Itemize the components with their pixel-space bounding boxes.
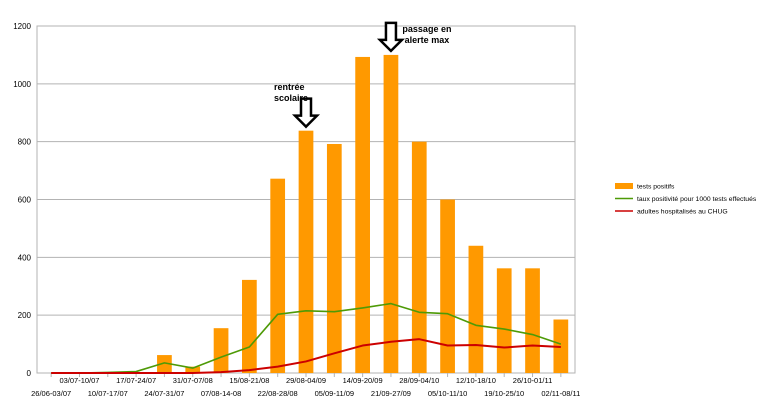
x-tick-label: 22/08-28/08 — [258, 389, 298, 398]
bar-tests-positifs — [496, 268, 512, 373]
x-tick-label: 05/09-11/09 — [315, 389, 354, 398]
bar-tests-positifs — [242, 279, 257, 373]
x-tick-label: 03/07-10/07 — [59, 376, 99, 385]
x-tick-label: 14/09-20/09 — [343, 376, 383, 385]
bar-tests-positifs — [213, 328, 229, 373]
x-tick-label: 24/07-31/07 — [144, 389, 184, 398]
legend-swatch — [615, 183, 633, 189]
x-tick-label: 17/07-24/07 — [116, 376, 156, 385]
bar-layer — [157, 54, 569, 374]
bar-tests-positifs — [411, 141, 427, 373]
bar-tests-positifs — [468, 245, 484, 373]
annotation-arrow — [291, 97, 321, 129]
y-tick-label: 200 — [18, 311, 32, 320]
x-tick-label: 26/10-01/11 — [513, 376, 552, 385]
bar-tests-positifs — [270, 178, 286, 373]
bar-tests-positifs — [157, 355, 172, 373]
x-tick-label: 05/10-11/10 — [428, 389, 467, 398]
x-tick-label: 19/10-25/10 — [484, 389, 524, 398]
x-tick-label: 02/11-08/11 — [541, 389, 580, 398]
x-tick-label: 21/09-27/09 — [371, 389, 411, 398]
bar-tests-positifs — [326, 143, 342, 373]
x-tick-label: 28/09-04/10 — [399, 376, 439, 385]
y-tick-label: 800 — [18, 138, 32, 147]
bar-tests-positifs — [298, 130, 314, 373]
annotation-arrow — [376, 21, 405, 53]
line-layer — [51, 302, 562, 374]
annotation-text: scolaire — [274, 93, 308, 103]
bar-tests-positifs — [440, 199, 455, 373]
legend-label: tests positifs — [637, 184, 675, 191]
bar-tests-positifs — [355, 56, 370, 374]
y-tick-label: 400 — [18, 253, 32, 262]
annotation-text: rentrée — [274, 82, 305, 92]
legend-layer: tests positifs taux positivité pour 1000 … — [615, 183, 757, 216]
x-tick-label: 26/06-03/07 — [31, 389, 71, 398]
y-tick-label: 0 — [27, 369, 32, 378]
y-tick-label: 1200 — [13, 22, 31, 31]
line-adultes-hospitalises — [51, 338, 561, 374]
legend-label: taux positivité pour 1000 tests effectué… — [637, 196, 757, 203]
x-tick-label: 07/08-14-08 — [201, 389, 241, 398]
bar-tests-positifs — [525, 268, 540, 373]
legend-label: adultes hospitalisés au CHUG — [637, 209, 728, 216]
x-tick-label: 10/07-17/07 — [88, 389, 128, 398]
axis-layer: 0 200 400 600 800 1000 1200 26/06-03/07 03/07-10… — [13, 22, 580, 398]
x-tick-label: 29/08-04/09 — [286, 376, 326, 385]
x-tick-label: 12/10-18/10 — [456, 376, 496, 385]
y-tick-label: 1000 — [13, 80, 31, 89]
line-taux-positivite — [51, 302, 562, 374]
x-tick-label: 31/07-07/08 — [173, 376, 213, 385]
bar-tests-positifs — [185, 366, 201, 373]
annotation-text: passage en — [402, 24, 451, 34]
x-tick-label: 15/08-21/08 — [229, 376, 269, 385]
annotation-text: alerte max — [405, 35, 450, 45]
y-tick-label: 600 — [18, 196, 32, 205]
bar-tests-positifs — [383, 54, 399, 374]
